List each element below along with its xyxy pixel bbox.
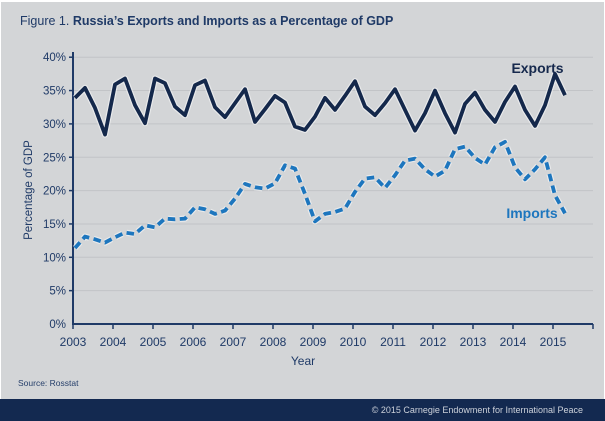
y-tick-label: 35% (43, 86, 66, 98)
x-tick-label: 2007 (220, 335, 247, 349)
x-tick-label: 2009 (300, 335, 327, 349)
footer-bar: © 2015 Carnegie Endowment for Internatio… (0, 399, 605, 421)
y-axis-title: Percentage of GDP (23, 140, 35, 240)
x-tick-label: 2004 (100, 335, 127, 349)
y-tick-label: 30% (43, 119, 66, 131)
x-tick-label: 2013 (460, 335, 487, 349)
x-tick-label: 2010 (340, 335, 367, 349)
figure-label: Figure 1. (20, 14, 70, 28)
x-tick-label: 2012 (420, 335, 447, 349)
y-tick-label: 25% (43, 152, 66, 164)
x-tick-label: 2005 (140, 335, 167, 349)
y-tick-label: 20% (43, 186, 66, 198)
legend-exports-label: Exports (511, 60, 564, 76)
footer-copyright: © 2015 Carnegie Endowment for Internatio… (371, 405, 583, 415)
y-tick-label: 10% (43, 252, 66, 264)
y-tick-label: 40% (43, 52, 66, 64)
y-tick-label: 15% (43, 219, 66, 231)
figure-title-text: Russia’s Exports and Imports as a Percen… (72, 14, 394, 28)
x-tick-label: 2011 (380, 335, 406, 349)
imports-line (73, 139, 567, 250)
x-tick-label: 2006 (180, 335, 207, 349)
x-tick-label: 2015 (540, 335, 567, 349)
x-tick-label: 2014 (500, 335, 527, 349)
x-axis-title: Year (290, 354, 316, 368)
figure-title: Figure 1. Russia’s Exports and Imports a… (20, 14, 393, 28)
y-tick-label: 5% (49, 286, 66, 298)
y-tick-label: 0% (49, 319, 66, 331)
x-tick-label: 2003 (60, 335, 87, 349)
legend-imports-label: Imports (506, 205, 558, 221)
exports-line (73, 72, 567, 137)
source-note: Source: Rosstat (18, 378, 79, 388)
imports-line-halo (72, 138, 568, 251)
x-tick-label: 2008 (260, 335, 287, 349)
